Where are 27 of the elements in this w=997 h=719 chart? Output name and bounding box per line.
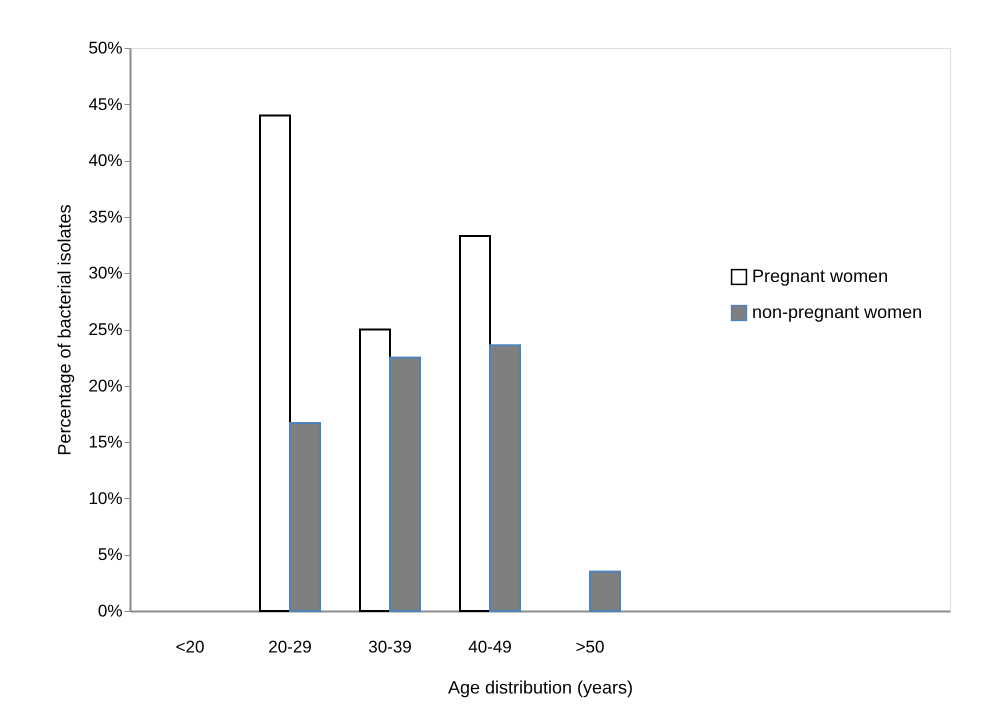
x-axis-title: Age distribution (years) xyxy=(448,678,634,698)
y-axis-title: Percentage of bacterial isolates xyxy=(54,204,74,456)
y-tick-label: 50% xyxy=(88,38,122,58)
y-tick-label: 40% xyxy=(88,151,122,170)
x-tick-label: 40-49 xyxy=(468,638,512,656)
bar xyxy=(359,328,391,612)
y-tick-label: 0% xyxy=(98,602,122,620)
x-tick-label: 20-29 xyxy=(268,638,312,656)
bar xyxy=(589,570,621,612)
y-tick-label: 30% xyxy=(88,264,122,283)
x-tick-label: <20 xyxy=(176,638,204,656)
legend-label: Pregnant women xyxy=(752,266,888,286)
y-tick-label: 20% xyxy=(88,376,122,396)
x-tick-label: 30-39 xyxy=(368,638,412,656)
y-tick-label: 10% xyxy=(88,488,122,508)
y-tick-label: 25% xyxy=(88,320,122,339)
bar xyxy=(459,235,491,612)
x-tick-label: >50 xyxy=(576,638,604,656)
bar xyxy=(489,344,521,612)
y-tick-label: 35% xyxy=(88,207,122,226)
bar xyxy=(389,356,421,612)
legend-label: non-pregnant women xyxy=(752,302,922,322)
y-tick-label: 45% xyxy=(88,94,122,114)
bar xyxy=(289,422,321,612)
bar xyxy=(259,114,291,612)
y-tick-label: 5% xyxy=(98,545,122,564)
y-tick-label: 15% xyxy=(88,432,122,452)
